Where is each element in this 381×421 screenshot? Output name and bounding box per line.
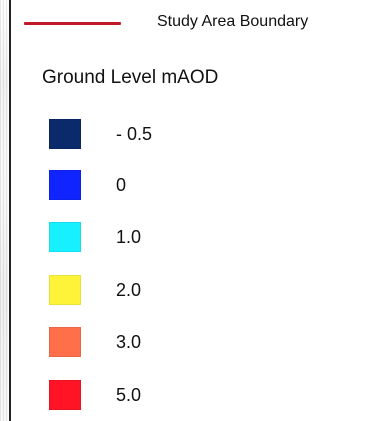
ground-level-label-1-0: 1.0 <box>116 227 142 247</box>
ground-level-label-0: 0 <box>116 175 127 195</box>
ground-level-swatch-0 <box>49 170 81 200</box>
ground-level-legend-title: Ground Level mAOD <box>42 67 219 88</box>
map-legend: Study Area Boundary Ground Level mAOD - … <box>12 0 381 421</box>
study-area-boundary-swatch <box>24 22 121 25</box>
ground-level-swatch-neg-0-5 <box>49 119 81 149</box>
legend-row-5-0: 5.0 <box>12 380 381 414</box>
ground-level-swatch-1-0 <box>49 222 81 252</box>
legend-row-3-0: 3.0 <box>12 327 381 361</box>
ground-level-label-5-0: 5.0 <box>116 385 142 405</box>
legend-row-neg-0-5: - 0.5 <box>12 119 381 153</box>
map-edge <box>0 0 8 421</box>
legend-row-1-0: 1.0 <box>12 222 381 256</box>
map-frame-line <box>9 0 11 421</box>
ground-level-swatch-5-0 <box>49 380 81 410</box>
study-area-boundary-label: Study Area Boundary <box>157 13 309 30</box>
legend-row-2-0: 2.0 <box>12 275 381 309</box>
legend-row-0: 0 <box>12 170 381 204</box>
ground-level-label-2-0: 2.0 <box>116 280 142 300</box>
ground-level-label-neg-0-5: - 0.5 <box>116 124 153 144</box>
ground-level-swatch-2-0 <box>49 275 81 305</box>
ground-level-swatch-3-0 <box>49 327 81 357</box>
ground-level-label-3-0: 3.0 <box>116 332 142 352</box>
